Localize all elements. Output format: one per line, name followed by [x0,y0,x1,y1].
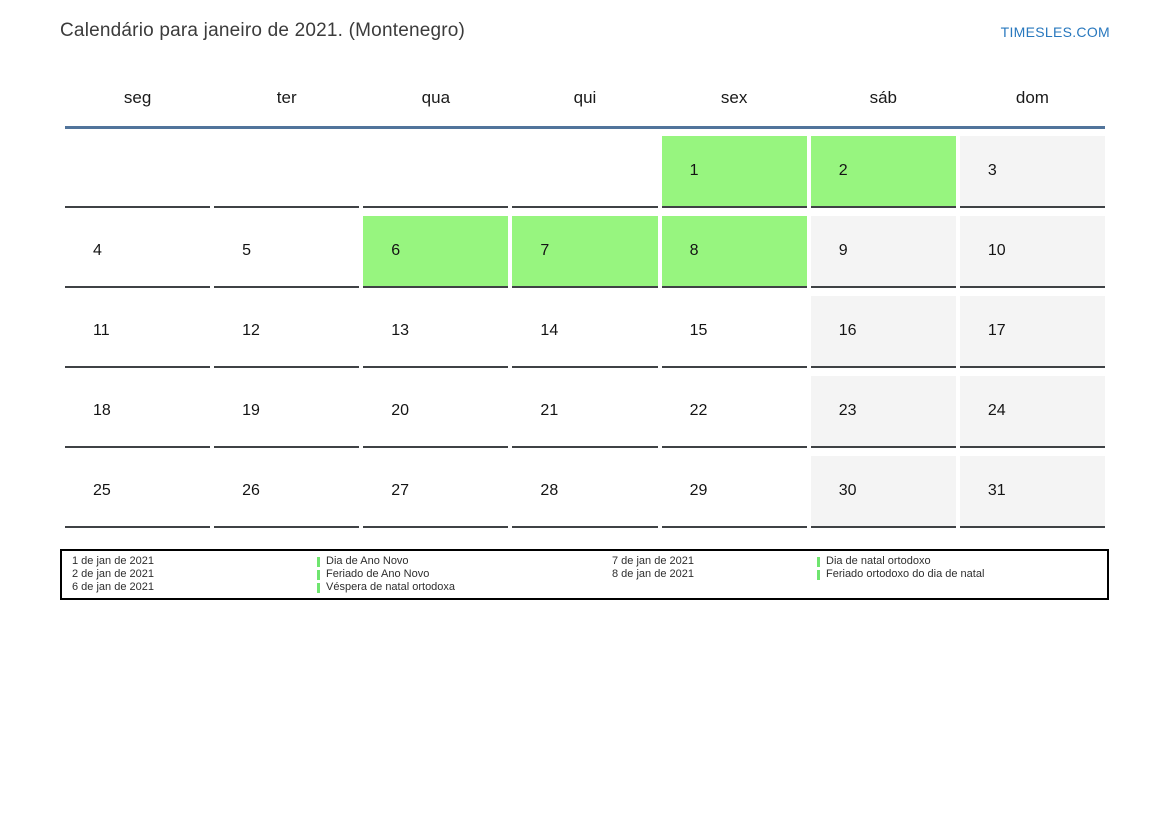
legend-holiday-label: Dia de Ano Novo [326,555,409,567]
day-cell-3: 3 [959,136,1105,208]
day-cell-8: 8 [661,216,807,288]
day-cell-20: 20 [363,376,509,448]
day-cell-10: 10 [959,216,1105,288]
day-cell-30: 30 [810,456,956,528]
day-cell-24: 24 [959,376,1105,448]
legend-date: 8 de jan de 2021 [612,568,694,580]
day-cell-26: 26 [214,456,360,528]
day-cell-7: 7 [512,216,658,288]
legend-holiday-name: Dia de Ano Novo [317,555,612,568]
legend-holiday-name: Véspera de natal ortodoxa [317,581,612,594]
day-grid: 1 2 3 4 5 6 7 8 9 10 11 12 13 14 15 16 17 18 19 20 21 22 23 24 2… [65,136,1105,528]
day-cell-empty [363,136,509,208]
legend-date: 1 de jan de 2021 [72,555,154,567]
legend-date: 7 de jan de 2021 [612,555,694,567]
day-cell-4: 4 [65,216,211,288]
weekday-header-ter: ter [276,88,297,107]
weekday-header-seg: seg [123,88,152,107]
day-cell-11: 11 [65,296,211,368]
weekday-header-sab: sáb [869,88,897,107]
holiday-marker-icon [317,569,320,580]
day-cell-14: 14 [512,296,658,368]
legend-date: 2 de jan de 2021 [72,568,154,580]
weekday-header-sex: sex [720,88,748,107]
day-cell-18: 18 [65,376,211,448]
day-cell-27: 27 [363,456,509,528]
day-cell-25: 25 [65,456,211,528]
day-cell-empty [65,136,211,208]
day-cell-12: 12 [214,296,360,368]
day-cell-empty [214,136,360,208]
day-cell-29: 29 [661,456,807,528]
legend-holiday-name: Feriado de Ano Novo [317,568,612,581]
day-cell-19: 19 [214,376,360,448]
day-cell-13: 13 [363,296,509,368]
day-cell-2: 2 [810,136,956,208]
day-cell-9: 9 [810,216,956,288]
day-cell-17: 17 [959,296,1105,368]
day-cell-1: 1 [661,136,807,208]
legend-holiday-label: Dia de natal ortodoxo [826,555,931,567]
weekday-header-qua: qua [421,88,451,107]
weekday-row: seg ter qua qui sex sáb dom [65,78,1105,129]
site-logo-link[interactable]: TIMESLES.COM [1000,24,1110,40]
day-cell-6: 6 [363,216,509,288]
legend-holiday-label: Feriado de Ano Novo [326,568,430,580]
legend-holiday-name: Dia de natal ortodoxo [817,555,984,568]
legend-date: 6 de jan de 2021 [72,581,154,593]
holiday-legend: 1 de jan de 2021 Dia de Ano Novo 2 de jan … [60,549,1109,600]
day-cell-31: 31 [959,456,1105,528]
day-cell-22: 22 [661,376,807,448]
legend-holiday-label: Véspera de natal ortodoxa [326,581,456,593]
calendar: seg ter qua qui sex sáb dom 1 2 3 4 5 6 7 8 9 10 11 12 13 1… [65,78,1105,528]
holiday-marker-icon [317,582,320,593]
day-cell-15: 15 [661,296,807,368]
day-cell-16: 16 [810,296,956,368]
day-cell-23: 23 [810,376,956,448]
legend-group-2: 7 de jan de 2021 Dia de natal ortodoxo 8 d… [612,555,984,581]
holiday-marker-icon [317,556,320,567]
weekday-header-dom: dom [1015,88,1049,107]
day-cell-5: 5 [214,216,360,288]
page-title: Calendário para janeiro de 2021. (Monten… [60,20,466,41]
day-cell-21: 21 [512,376,658,448]
holiday-marker-icon [817,556,820,567]
weekday-header-qui: qui [573,88,597,107]
legend-holiday-label: Feriado ortodoxo do dia de natal [826,568,985,580]
day-cell-28: 28 [512,456,658,528]
day-cell-empty [512,136,658,208]
legend-holiday-name: Feriado ortodoxo do dia de natal [817,568,984,581]
holiday-marker-icon [817,569,820,580]
legend-group-1: 1 de jan de 2021 Dia de Ano Novo 2 de jan … [72,555,612,594]
